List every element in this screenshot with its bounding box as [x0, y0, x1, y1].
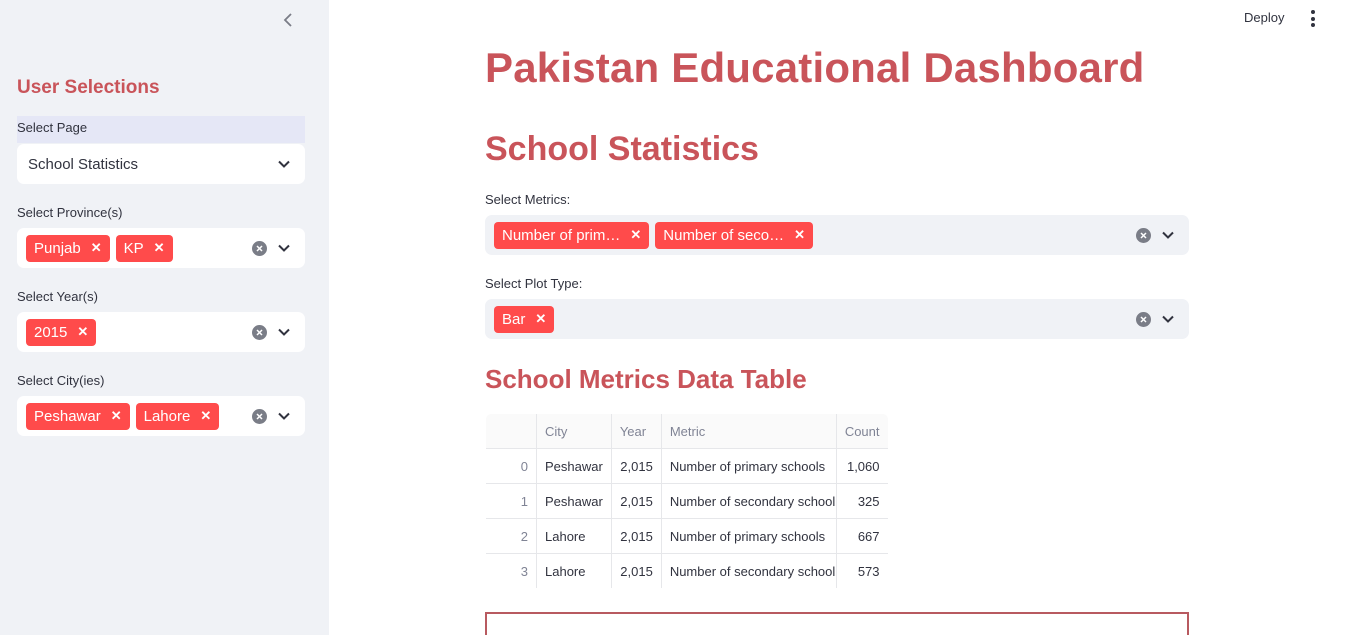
table-cell[interactable]: Lahore — [536, 518, 612, 554]
table-cell[interactable]: 1,060 — [835, 448, 888, 484]
table-cell[interactable]: 2,015 — [610, 553, 662, 588]
row-index: 2 — [485, 518, 537, 554]
data-table[interactable]: City Year Metric Count 0 Peshawar 2,015 … — [485, 413, 889, 589]
sidebar: User Selections Select Page School Stati… — [0, 0, 329, 635]
chevron-left-icon — [283, 13, 292, 27]
table-cell[interactable]: 2,015 — [610, 448, 662, 484]
table-title: School Metrics Data Table — [485, 364, 807, 394]
city-multiselect[interactable]: Peshawar ✕ Lahore ✕ — [17, 396, 305, 436]
column-header[interactable]: City — [536, 414, 612, 449]
table-cell[interactable]: 573 — [835, 553, 888, 588]
row-index: 1 — [485, 483, 537, 519]
table-cell[interactable]: Number of primary schools — [660, 448, 837, 484]
province-tag[interactable]: Punjab ✕ — [26, 234, 110, 262]
table-row[interactable]: 1 Peshawar 2,015 Number of secondary sch… — [485, 483, 888, 519]
remove-tag-icon[interactable]: ✕ — [200, 408, 212, 423]
year-select-label: Select Year(s) — [17, 289, 98, 304]
province-multiselect[interactable]: Punjab ✕ KP ✕ — [17, 228, 305, 268]
collapse-sidebar-button[interactable] — [279, 10, 297, 30]
province-tag[interactable]: KP ✕ — [115, 234, 173, 262]
column-header[interactable]: Year — [610, 414, 662, 449]
chevron-down-icon — [278, 160, 290, 168]
main-content: Deploy Pakistan Educational Dashboard Sc… — [329, 0, 1354, 635]
table-cell[interactable]: 2,015 — [610, 483, 662, 519]
remove-tag-icon[interactable]: ✕ — [90, 240, 102, 255]
table-header-row: City Year Metric Count — [485, 414, 888, 449]
table-row[interactable]: 3 Lahore 2,015 Number of secondary schoo… — [485, 553, 888, 588]
table-cell[interactable]: Peshawar — [536, 483, 612, 519]
remove-tag-icon[interactable]: ✕ — [535, 311, 547, 326]
clear-all-icon[interactable] — [1136, 228, 1151, 243]
table-cell[interactable]: Lahore — [536, 553, 612, 588]
column-header[interactable]: Metric — [660, 414, 837, 449]
metrics-multiselect[interactable]: Number of prim… ✕ Number of seco… ✕ — [485, 215, 1189, 255]
clear-all-icon[interactable] — [1136, 312, 1151, 327]
table-cell[interactable]: 325 — [835, 483, 888, 519]
city-select-label: Select City(ies) — [17, 373, 105, 388]
chevron-down-icon[interactable] — [277, 241, 291, 255]
chevron-down-icon[interactable] — [277, 409, 291, 423]
table-cell[interactable]: 2,015 — [610, 518, 662, 554]
row-index: 3 — [485, 553, 537, 588]
page-title: Pakistan Educational Dashboard — [485, 44, 1145, 91]
row-index: 0 — [485, 448, 537, 484]
table-cell[interactable]: Number of primary schools — [660, 518, 837, 554]
metric-tag[interactable]: Number of seco… ✕ — [655, 221, 814, 249]
metrics-select-label: Select Metrics: — [485, 192, 571, 207]
page-select-label: Select Page — [17, 116, 305, 143]
page-select[interactable]: School Statistics — [17, 144, 305, 184]
remove-tag-icon[interactable]: ✕ — [153, 240, 165, 255]
plot-type-multiselect[interactable]: Bar ✕ — [485, 299, 1189, 339]
chevron-down-icon[interactable] — [277, 325, 291, 339]
clear-all-icon[interactable] — [252, 325, 267, 340]
year-multiselect[interactable]: 2015 ✕ — [17, 312, 305, 352]
remove-tag-icon[interactable]: ✕ — [794, 227, 806, 242]
more-menu-icon[interactable] — [1309, 10, 1317, 27]
chart-frame — [485, 612, 1189, 635]
section-title: School Statistics — [485, 130, 759, 168]
column-header[interactable]: Count — [835, 414, 888, 449]
year-tag[interactable]: 2015 ✕ — [26, 318, 97, 346]
table-row[interactable]: 0 Peshawar 2,015 Number of primary schoo… — [485, 448, 888, 484]
chevron-down-icon[interactable] — [1161, 312, 1175, 326]
clear-all-icon[interactable] — [252, 409, 267, 424]
remove-tag-icon[interactable]: ✕ — [110, 408, 122, 423]
plot-type-tag[interactable]: Bar ✕ — [494, 305, 555, 333]
metric-tag[interactable]: Number of prim… ✕ — [494, 221, 650, 249]
clear-all-icon[interactable] — [252, 241, 267, 256]
chevron-down-icon[interactable] — [1161, 228, 1175, 242]
column-header[interactable] — [485, 414, 537, 449]
table-cell[interactable]: Number of secondary school — [660, 553, 837, 588]
table-cell[interactable]: Peshawar — [536, 448, 612, 484]
city-tag[interactable]: Peshawar ✕ — [26, 402, 130, 430]
deploy-button[interactable]: Deploy — [1244, 10, 1285, 25]
page-select-value: School Statistics — [28, 155, 139, 173]
remove-tag-icon[interactable]: ✕ — [630, 227, 642, 242]
remove-tag-icon[interactable]: ✕ — [77, 324, 89, 339]
plot-type-label: Select Plot Type: — [485, 276, 583, 291]
city-tag[interactable]: Lahore ✕ — [135, 402, 220, 430]
table-cell[interactable]: 667 — [835, 518, 888, 554]
province-select-label: Select Province(s) — [17, 205, 123, 220]
table-cell[interactable]: Number of secondary school — [660, 483, 837, 519]
table-row[interactable]: 2 Lahore 2,015 Number of primary schools… — [485, 518, 888, 554]
sidebar-heading: User Selections — [17, 77, 160, 98]
